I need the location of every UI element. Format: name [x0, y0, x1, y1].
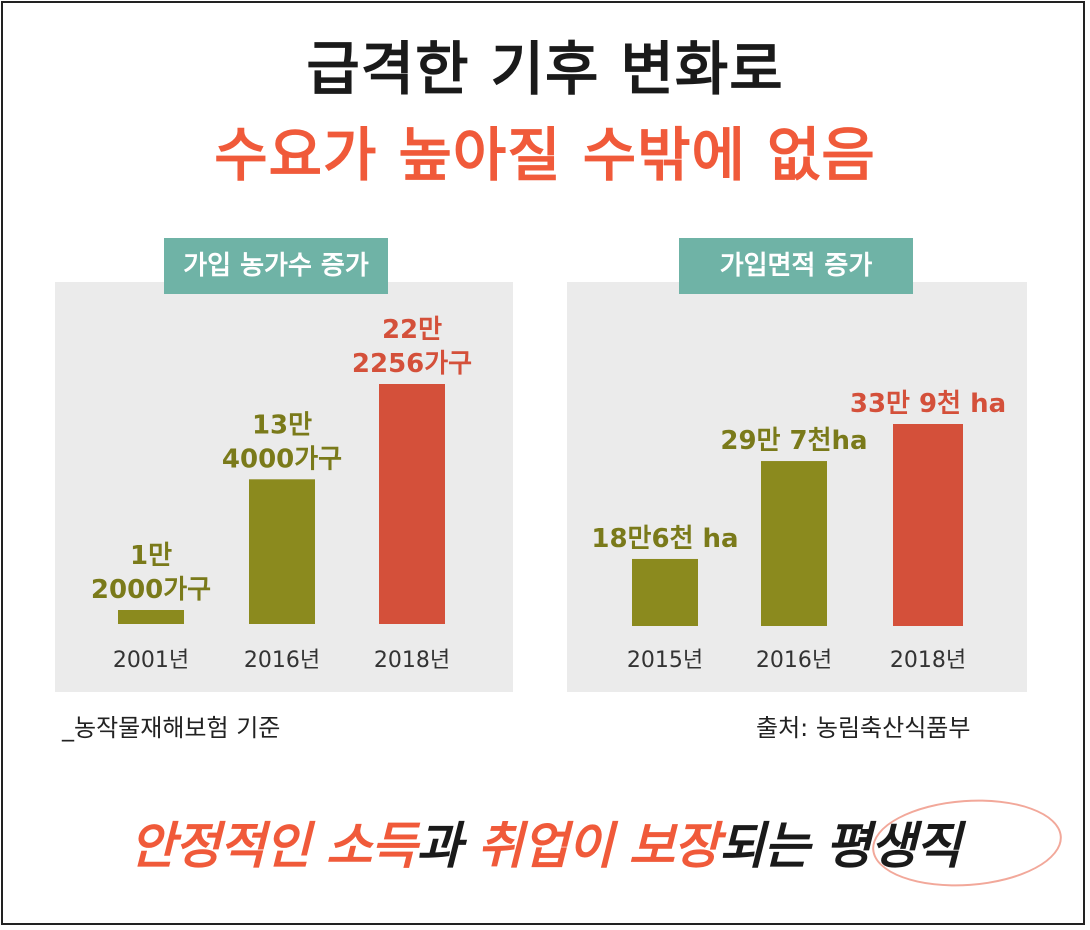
category-label-2: 2016년	[244, 648, 320, 673]
bar-3	[379, 384, 445, 624]
bottom-slogan: 안정적인 소득과 취업이 보장되는 평생직	[0, 806, 1090, 878]
data-label-2-line-1: 13만	[252, 410, 312, 440]
category-label-3: 2018년	[374, 648, 450, 673]
slogan-part-income: 안정적인 소득	[129, 817, 417, 875]
slogan-part-lifetime-job: 평생직	[825, 817, 961, 875]
chart-title-farms: 가입 농가수 증가	[164, 238, 388, 294]
chart-farms-svg: 1만 2000가구 2001년 13만 4000가구 2016년 22만 2256가구 2018…	[91, 315, 472, 673]
bar-2	[249, 479, 315, 624]
bar-2	[761, 461, 827, 626]
data-label-3-line-1: 33만 9천 ha	[850, 389, 1006, 419]
data-label-3-line-2: 2256가구	[352, 349, 472, 379]
category-label-2: 2016년	[756, 648, 832, 673]
chart-panel-farms: 1만 2000가구 2001년 13만 4000가구 2016년 22만 2256가구 2018…	[55, 282, 513, 692]
data-label-1-line-1: 1만	[130, 541, 172, 571]
data-label-2-line-1: 29만 7천ha	[720, 426, 867, 456]
note-basis: _농작물재해보험 기준	[62, 714, 281, 742]
bar-1	[118, 610, 184, 624]
chart-panel-area: 18만6천 ha 2015년 29만 7천ha 2016년 33만 9천 ha 2018년	[567, 282, 1027, 692]
slogan-part-and: 과	[416, 817, 478, 875]
chart-area-svg: 18만6천 ha 2015년 29만 7천ha 2016년 33만 9천 ha 2018년	[591, 389, 1006, 673]
note-source: 출처: 농림축산식품부	[756, 714, 971, 742]
data-label-1-line-2: 2000가구	[91, 575, 211, 605]
data-label-1-line-1: 18만6천 ha	[591, 524, 738, 554]
slogan-part-being: 되는	[718, 817, 826, 875]
data-label-2-line-2: 4000가구	[222, 444, 342, 474]
headline: 급격한 기후 변화로	[306, 35, 784, 103]
subheadline: 수요가 높아질 수밖에 없음	[214, 121, 876, 189]
category-label-1: 2001년	[113, 648, 189, 673]
data-label-3-line-1: 22만	[382, 315, 442, 345]
bar-3	[893, 424, 963, 626]
bar-1	[632, 558, 698, 626]
chart-title-area: 가입면적 증가	[679, 238, 913, 294]
category-label-3: 2018년	[890, 648, 966, 673]
category-label-1: 2015년	[627, 648, 703, 673]
slogan-part-employment: 취업이 보장	[477, 817, 720, 875]
